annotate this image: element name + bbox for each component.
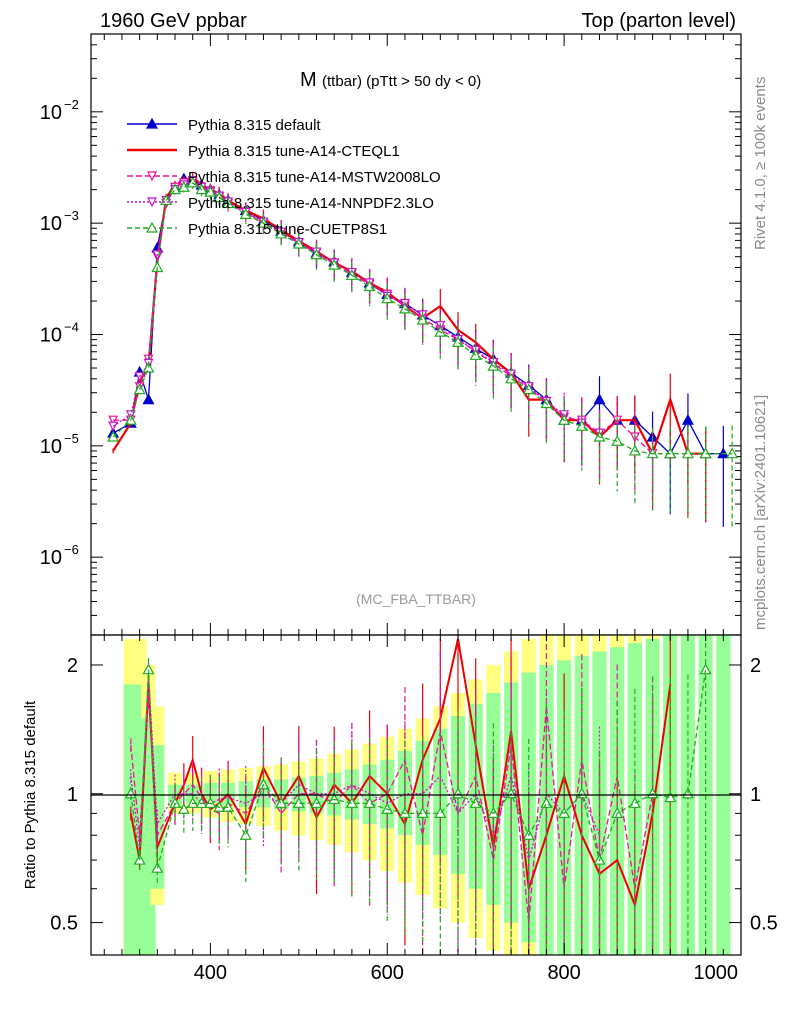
ratio-ticks: 0.5 0.5 1 1 2 2 400 600 800 1000 [50,635,778,984]
legend-label: Pythia 8.315 tune-A14-MSTW2008LO [188,169,441,186]
y-tick-label: 10 [40,325,62,347]
header-left: 1960 GeV ppbar [100,10,247,32]
legend-label: Pythia 8.315 default [188,117,321,134]
y-tick-label: 10 [40,213,62,235]
rivet-version-label: Rivet 4.1.0, ≥ 100k events [752,77,769,250]
x-tick-label: 600 [371,962,404,984]
main-ticks: 10−610−510−410−310−2 [40,33,742,636]
y-tick-label-exponent: −4 [64,320,79,335]
y-tick-label-exponent: −5 [64,431,79,446]
series-line [112,180,600,434]
ratio-line [130,674,601,861]
ratio-panel: 0.5 0.5 1 1 2 2 400 600 800 1000 Ratio to Pythia … [22,634,778,984]
ratio-y-tick-label-right: 1 [750,784,761,806]
analysis-watermark: (MC_FBA_TTBAR) [356,591,476,607]
main-frame [90,33,742,636]
plot-title-main: M [300,69,317,91]
ratio-y-tick-label-left: 1 [67,784,78,806]
x-tick-label: 400 [194,962,227,984]
ratio-frame [90,634,742,956]
legend-label: Pythia 8.315 tune-A14-CTEQL1 [188,143,400,160]
x-tick-label: 1000 [694,962,739,984]
legend-label: Pythia 8.315 tune-A14-NNPDF2.3LO [188,195,434,212]
ratio-y-tick-label-right: 0.5 [750,913,778,935]
ratio-y-tick-label-left: 0.5 [50,913,78,935]
ratio-y-tick-label-left: 2 [67,655,78,677]
main-series-group [107,171,739,530]
series-4 [107,176,739,530]
series-line [112,182,733,455]
ratio-line [130,695,654,923]
header-right: Top (parton level) [581,10,736,32]
y-tick-label-exponent: −6 [64,542,79,557]
ratio-line [130,669,707,869]
plot-title-sub: (ttbar) (pTtt > 50 dy < 0) [322,73,481,90]
legend-marker [147,197,157,208]
main-panel: 10−610−510−410−310−2 M (ttbar) (pTtt > 5… [40,33,742,636]
ratio-y-tick-label-right: 2 [750,655,761,677]
x-tick-label: 800 [547,962,580,984]
legend: Pythia 8.315 default Pythia 8.315 tune-A1… [127,117,441,238]
y-tick-label: 10 [40,436,62,458]
ratio-point [239,829,252,840]
y-tick-label: 10 [40,547,62,569]
ratio-ylabel: Ratio to Pythia 8.315 default [22,700,39,889]
legend-marker [145,117,159,129]
ratio-point [142,663,155,675]
legend-marker [147,171,157,182]
legend-label: Pythia 8.315 tune-CUETP8S1 [188,221,387,238]
y-tick-label-exponent: −3 [64,208,79,223]
ratio-series-group [124,635,712,955]
y-tick-label-exponent: −2 [64,97,79,112]
legend-marker [145,221,159,233]
ratio-line [129,638,672,909]
mcplots-label: mcplots.cern.ch [arXiv:2401.10621] [752,395,769,630]
ratio-point [177,803,190,814]
data-point [108,421,119,432]
y-tick-label: 10 [40,102,62,124]
